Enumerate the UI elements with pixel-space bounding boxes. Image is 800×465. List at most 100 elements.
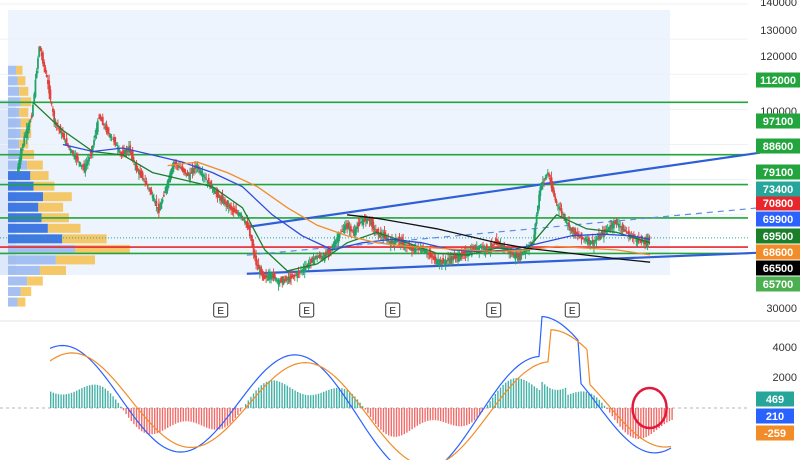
- volume-profile-bar-sell: [34, 182, 55, 191]
- macd-histogram-bar: [430, 408, 431, 420]
- candle-body: [102, 117, 104, 125]
- candle-body: [40, 47, 42, 52]
- macd-histogram-bar: [53, 393, 54, 408]
- volume-profile-bar-buy: [8, 245, 75, 254]
- macd-histogram-bar: [562, 389, 563, 408]
- candle-body: [143, 179, 145, 181]
- macd-histogram-bar: [510, 379, 511, 408]
- candle-body: [341, 231, 343, 232]
- macd-histogram-bar: [471, 408, 472, 422]
- volume-profile-bar-sell: [18, 298, 26, 307]
- macd-histogram-bar: [508, 381, 509, 408]
- macd-histogram-bar: [284, 384, 285, 408]
- candle-body: [431, 254, 433, 257]
- macd-histogram-bar: [461, 408, 462, 426]
- macd-histogram-bar: [487, 405, 488, 408]
- candle-body: [204, 177, 206, 179]
- macd-histogram-bar: [401, 408, 402, 435]
- macd-histogram-bar: [281, 383, 282, 408]
- volume-profile-bar-sell: [27, 276, 43, 285]
- candle-body: [190, 173, 192, 174]
- volume-profile-bar-buy: [8, 224, 48, 233]
- volume-profile-bar-buy: [8, 182, 34, 191]
- candle-body: [538, 195, 540, 209]
- macd-histogram-bar: [84, 387, 85, 408]
- macd-histogram-bar: [380, 408, 381, 430]
- volume-profile-bar-buy: [8, 298, 18, 307]
- macd-histogram-bar: [110, 393, 111, 408]
- macd-histogram-bar: [271, 380, 272, 408]
- macd-histogram-bar: [211, 408, 212, 429]
- macd-histogram-bar: [196, 408, 197, 423]
- macd-histogram-bar: [404, 408, 405, 434]
- earnings-marker-label: E: [569, 306, 576, 317]
- macd-histogram-bar: [531, 384, 532, 408]
- macd-histogram-bar: [440, 408, 441, 421]
- candle-body: [205, 179, 207, 180]
- macd-histogram-bar: [68, 394, 69, 408]
- candle-body: [193, 168, 195, 173]
- macd-histogram-bar: [112, 396, 113, 408]
- macd-histogram-bar: [240, 408, 241, 411]
- candle-body: [77, 157, 79, 162]
- macd-histogram-bar: [528, 383, 529, 408]
- price-badge-label: 112000: [760, 75, 796, 87]
- volume-profile-bar-sell: [48, 224, 81, 233]
- macd-histogram-bar: [66, 394, 67, 408]
- macd-histogram-bar: [307, 395, 308, 408]
- macd-histogram-bar: [209, 408, 210, 429]
- macd-histogram-bar: [609, 408, 610, 413]
- macd-histogram-bar: [94, 385, 95, 408]
- macd-histogram-bar: [411, 408, 412, 429]
- macd-histogram-bar: [549, 388, 550, 408]
- candle-body: [203, 175, 205, 176]
- price-axis-tick: 120000: [760, 51, 797, 63]
- candle-body: [503, 244, 505, 248]
- candle-body: [561, 208, 563, 213]
- candle-body: [536, 215, 538, 224]
- macd-axis-tick: 4000: [773, 342, 797, 354]
- macd-histogram-bar: [206, 408, 207, 428]
- volume-profile-bar-sell: [56, 255, 95, 264]
- macd-histogram-bar: [229, 408, 230, 424]
- volume-profile-bar-buy: [8, 129, 21, 138]
- macd-histogram-bar: [320, 393, 321, 408]
- macd-histogram-bar: [115, 399, 116, 408]
- volume-profile-bar-buy: [8, 266, 40, 275]
- macd-histogram-bar: [328, 390, 329, 408]
- macd-histogram-bar: [190, 408, 191, 422]
- price-badge-label: 69900: [763, 214, 794, 226]
- macd-histogram-bar: [86, 386, 87, 408]
- macd-histogram-bar: [102, 387, 103, 408]
- volume-profile-bar-buy: [8, 108, 19, 117]
- macd-histogram-bar: [170, 408, 171, 426]
- candle-body: [566, 221, 568, 223]
- macd-histogram-bar: [565, 388, 566, 408]
- macd-histogram-bar: [419, 408, 420, 424]
- volume-profile-bar-buy: [8, 118, 21, 127]
- macd-histogram-bar: [536, 388, 537, 408]
- macd-histogram-bar: [383, 408, 384, 432]
- macd-histogram-bar: [289, 387, 290, 408]
- volume-profile-bar-sell: [21, 287, 31, 296]
- macd-histogram-bar: [300, 393, 301, 408]
- macd-badge-label: -259: [764, 428, 786, 440]
- candle-body: [314, 258, 316, 260]
- macd-histogram-bar: [375, 408, 376, 424]
- candle-body: [356, 227, 358, 229]
- macd-histogram-bar: [175, 408, 176, 424]
- macd-histogram-bar: [76, 391, 77, 408]
- macd-histogram-bar: [526, 381, 527, 408]
- macd-histogram-bar: [315, 394, 316, 408]
- macd-histogram-bar: [81, 388, 82, 408]
- candle-body: [546, 175, 548, 178]
- candle-body: [94, 135, 96, 138]
- macd-histogram-bar: [583, 391, 584, 408]
- macd-histogram-bar: [643, 408, 644, 438]
- price-badge-label: 69500: [763, 231, 794, 243]
- price-badge-label: 88600: [763, 141, 794, 153]
- earnings-marker-label: E: [217, 306, 224, 317]
- macd-histogram-bar: [120, 407, 121, 408]
- candle-body: [372, 222, 374, 230]
- macd-histogram-bar: [89, 385, 90, 408]
